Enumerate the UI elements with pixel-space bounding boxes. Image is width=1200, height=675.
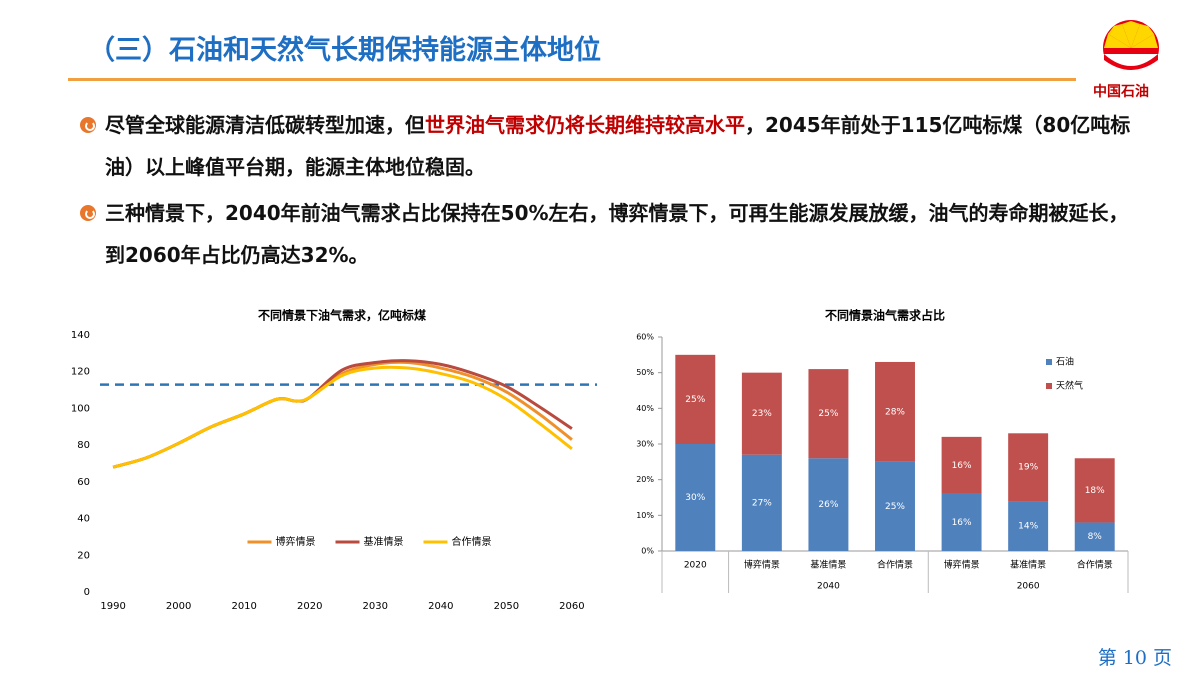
bar-segment bbox=[1008, 501, 1049, 551]
value-label: 16% bbox=[952, 518, 972, 528]
x-tick-label: 基准情景 bbox=[1010, 559, 1046, 571]
y-tick-label: 10% bbox=[636, 511, 654, 520]
y-tick-label: 60 bbox=[77, 477, 90, 488]
x-tick-label: 基准情景 bbox=[810, 559, 846, 571]
value-label: 30% bbox=[685, 493, 705, 503]
value-label: 25% bbox=[818, 409, 838, 419]
bullet-text: ，2045年前处于115亿吨标煤（80亿吨标油）以上峰值平台期，能源主体地位稳固… bbox=[105, 113, 1131, 179]
bar-segment bbox=[875, 461, 915, 551]
x-tick-label: 2020 bbox=[684, 561, 707, 571]
value-label: 25% bbox=[685, 395, 705, 405]
y-tick-label: 20 bbox=[77, 550, 90, 561]
value-label: 28% bbox=[885, 407, 905, 417]
legend-label: 博弈情景 bbox=[276, 535, 316, 548]
y-tick-label: 50% bbox=[636, 368, 654, 377]
value-label: 18% bbox=[1085, 486, 1105, 496]
y-tick-label: 30% bbox=[636, 440, 654, 449]
value-label: 23% bbox=[752, 409, 772, 419]
y-tick-label: 60% bbox=[636, 333, 654, 342]
y-tick-label: 0% bbox=[641, 547, 654, 556]
x-tick-label: 2050 bbox=[494, 601, 519, 612]
value-label: 16% bbox=[952, 461, 972, 471]
bar-segment bbox=[941, 493, 982, 551]
bullet-highlight: 世界油气需求仍将长期维持较高水平 bbox=[425, 113, 745, 137]
logo bbox=[1102, 20, 1160, 78]
bullet-text: 尽管全球能源清洁低碳转型加速，但 bbox=[105, 113, 425, 137]
x-tick-label: 2040 bbox=[428, 601, 453, 612]
slide-title: （三）石油和天然气长期保持能源主体地位 bbox=[88, 35, 601, 66]
value-label: 26% bbox=[818, 500, 838, 510]
value-label: 14% bbox=[1018, 522, 1038, 532]
bullet: 三种情景下，2040年前油气需求占比保持在50%左右，博弈情景下，可再生能源发展… bbox=[105, 192, 1145, 276]
value-label: 8% bbox=[1088, 532, 1103, 542]
bar-segment bbox=[741, 454, 782, 551]
x-tick-label: 2010 bbox=[231, 601, 256, 612]
chart-title: 不同情景油气需求占比 bbox=[825, 308, 945, 323]
x-tick-label: 合作情景 bbox=[877, 559, 913, 571]
x-tick-label: 2020 bbox=[297, 601, 322, 612]
legend-swatch bbox=[1046, 359, 1052, 365]
title-rule bbox=[68, 78, 1076, 81]
value-label: 25% bbox=[885, 502, 905, 512]
legend-swatch bbox=[1046, 383, 1052, 389]
y-tick-label: 80 bbox=[77, 440, 90, 451]
y-tick-label: 40 bbox=[77, 514, 90, 525]
bar-segment bbox=[875, 361, 915, 462]
bar-segment bbox=[1074, 458, 1115, 523]
value-label: 19% bbox=[1018, 463, 1038, 473]
y-tick-label: 140 bbox=[71, 330, 90, 341]
bar-segment bbox=[808, 458, 849, 551]
bar-segment bbox=[808, 369, 849, 459]
bullet-icon bbox=[80, 117, 96, 133]
group-label: 2040 bbox=[817, 582, 840, 592]
series-line bbox=[112, 360, 573, 469]
group-label: 2060 bbox=[1017, 582, 1040, 592]
legend-label: 石油 bbox=[1056, 356, 1074, 368]
chart-title: 不同情景下油气需求，亿吨标煤 bbox=[258, 308, 426, 323]
legend-label: 天然气 bbox=[1056, 380, 1083, 392]
legend-label: 基准情景 bbox=[364, 535, 404, 548]
bar-segment bbox=[941, 436, 982, 494]
x-tick-label: 1990 bbox=[100, 601, 125, 612]
y-tick-label: 120 bbox=[71, 367, 90, 378]
bar-segment bbox=[675, 354, 716, 444]
x-tick-label: 合作情景 bbox=[1077, 559, 1113, 571]
bullet: 尽管全球能源清洁低碳转型加速，但世界油气需求仍将长期维持较高水平，2045年前处… bbox=[105, 104, 1145, 188]
legend-label: 合作情景 bbox=[452, 535, 492, 548]
x-tick-label: 博弈情景 bbox=[744, 559, 780, 571]
x-tick-label: 博弈情景 bbox=[944, 559, 980, 571]
page-number: 第 10 页 bbox=[1097, 647, 1172, 669]
y-tick-label: 20% bbox=[636, 475, 654, 484]
bar-segment bbox=[741, 372, 782, 455]
bullet-text: 三种情景下，2040年前油气需求占比保持在50%左右，博弈情景下，可再生能源发展… bbox=[105, 201, 1129, 267]
y-tick-label: 0 bbox=[84, 587, 90, 598]
bullet-icon bbox=[80, 205, 96, 221]
x-tick-label: 2000 bbox=[166, 601, 191, 612]
bar-segment bbox=[675, 444, 716, 551]
x-tick-label: 2060 bbox=[559, 601, 584, 612]
y-tick-label: 40% bbox=[636, 404, 654, 413]
bar-segment bbox=[1008, 433, 1049, 502]
y-tick-label: 100 bbox=[71, 403, 90, 414]
bar-segment bbox=[1074, 522, 1115, 551]
series-line bbox=[112, 365, 573, 469]
logo-text: 中国石油 bbox=[1093, 84, 1149, 100]
value-label: 27% bbox=[752, 498, 772, 508]
x-tick-label: 2030 bbox=[363, 601, 388, 612]
